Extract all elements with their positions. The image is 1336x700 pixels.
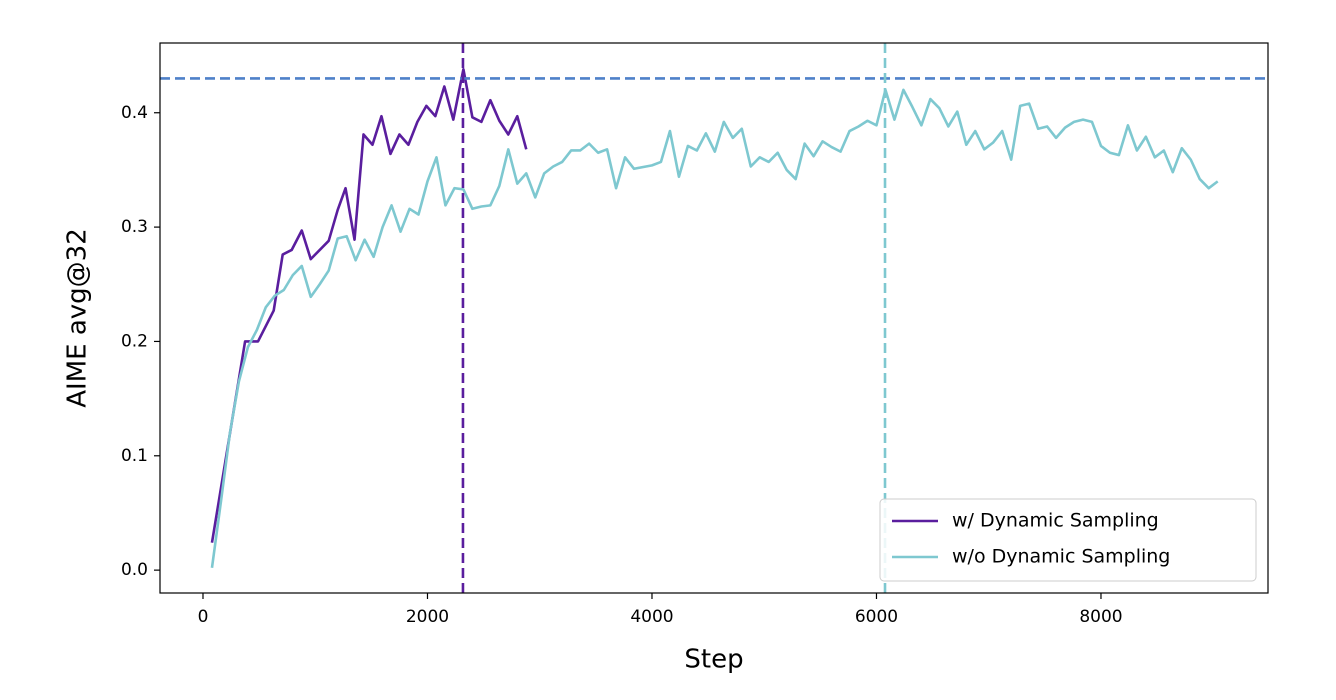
series-line bbox=[210, 88, 1219, 569]
x-tick-label: 2000 bbox=[406, 607, 449, 627]
y-tick-label: 0.1 bbox=[121, 446, 148, 466]
plot bbox=[160, 43, 1268, 593]
y-tick-label: 0.2 bbox=[121, 331, 148, 351]
x-tick-label: 6000 bbox=[855, 607, 898, 627]
x-tick-label: 4000 bbox=[630, 607, 673, 627]
x-axis-label: Step bbox=[684, 645, 743, 675]
x-tick-label: 8000 bbox=[1079, 607, 1122, 627]
x-tick-label: 0 bbox=[198, 607, 209, 627]
y-tick-label: 0.0 bbox=[121, 560, 148, 580]
legend-label: w/o Dynamic Sampling bbox=[952, 546, 1170, 568]
y-axis-label: AIME avg@32 bbox=[63, 228, 93, 408]
legend-box bbox=[879, 498, 1257, 582]
y-tick-label: 0.3 bbox=[121, 217, 148, 237]
y-tick-label: 0.4 bbox=[121, 103, 148, 123]
legend-label: w/ Dynamic Sampling bbox=[952, 510, 1159, 532]
plot-frame bbox=[159, 42, 1269, 594]
series-line bbox=[210, 67, 528, 543]
